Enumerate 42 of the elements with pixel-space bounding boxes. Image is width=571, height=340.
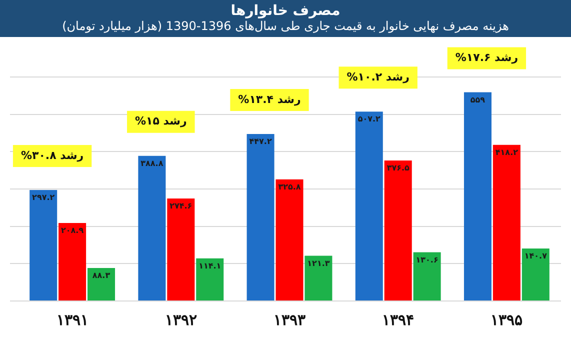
- bar: [58, 223, 86, 300]
- data-label: ۲۷۴.۶: [170, 202, 192, 211]
- bar: [246, 134, 274, 300]
- bar: [384, 160, 412, 300]
- data-label: ۵۵۹: [470, 95, 486, 104]
- data-label: ۴۴۷.۲: [249, 137, 272, 146]
- bar: [413, 252, 441, 300]
- data-label: ۳۷۶.۵: [386, 164, 410, 173]
- data-label: ۲۰۸.۹: [61, 226, 84, 236]
- data-label: ۱۱۴.۱: [198, 261, 222, 270]
- bar: [30, 190, 58, 300]
- x-tick-label: ۱۳۹۲: [164, 312, 197, 330]
- bar: [464, 92, 492, 300]
- annotation: رشد ۱۳.۴%: [238, 92, 301, 106]
- data-label: ۳۸۸.۸: [140, 158, 164, 168]
- x-tick-label: ۱۳۹۳: [274, 312, 306, 330]
- bar: [88, 268, 116, 300]
- data-label: ۱۲۱.۳: [307, 258, 330, 268]
- data-label: ۲۹۷.۲: [32, 193, 55, 202]
- bar: [522, 248, 550, 300]
- x-tick-label: ۱۳۹۱: [56, 312, 88, 330]
- annotation: رشد ۳۰.۸%: [20, 148, 84, 162]
- bar: [492, 144, 520, 300]
- annotation: رشد ۱۵%: [134, 114, 187, 128]
- bar: [167, 198, 195, 300]
- data-label: ۵۰۷.۲: [358, 114, 381, 124]
- data-label: ۱۴۰.۷: [524, 252, 548, 261]
- x-tick-label: ۱۳۹۴: [382, 312, 414, 330]
- bar: [304, 256, 332, 300]
- data-label: ۸۸.۳: [92, 271, 110, 280]
- data-label: ۳۲۵.۸: [278, 182, 301, 192]
- text: رشد ۱۰.۲%: [346, 70, 410, 84]
- bar: [276, 179, 304, 300]
- bar: [138, 156, 166, 300]
- bar: [196, 258, 224, 300]
- bar: [355, 112, 383, 300]
- text: رشد ۱۷.۶%: [455, 51, 518, 64]
- chart-title: مصرف خانوارها: [230, 3, 342, 19]
- x-tick-label: ۱۳۹۵: [490, 312, 523, 330]
- data-label: ۱۳۰.۶: [416, 255, 438, 264]
- data-label: ۴۱۸.۲: [495, 148, 518, 157]
- chart-subtitle: هزینه مصرف نهایی خانوار به قیمت جاری طی سال‌های 1396-1390 (هزار میلیارد تومان): [61, 19, 510, 33]
